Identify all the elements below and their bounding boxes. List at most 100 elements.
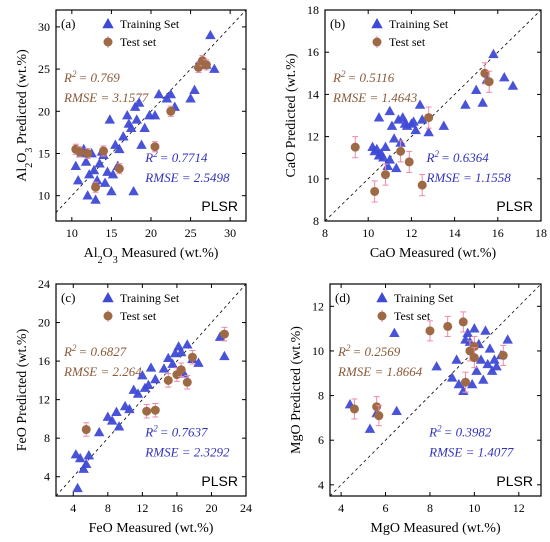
training-point <box>102 166 113 176</box>
training-point <box>507 80 519 90</box>
y-tick-label: 4 <box>318 478 324 492</box>
test-rmse-text: RMSE = 3.1577 <box>63 90 149 105</box>
test-point <box>443 321 453 331</box>
training-point <box>185 93 196 103</box>
test-point <box>350 142 360 152</box>
test-rmse-text: RMSE = 2.264 <box>63 364 142 379</box>
test-point <box>484 77 494 87</box>
training-point <box>131 114 142 124</box>
training-point <box>416 114 428 124</box>
training-point <box>176 346 187 357</box>
y-axis-title-text: MgO Predicted (wt.%) <box>289 326 304 454</box>
train-rmse-text: RMSE = 1.1558 <box>426 170 512 185</box>
x-axis-title: Al2O3 Measured (wt.%) <box>84 246 219 266</box>
training-point <box>482 358 493 369</box>
training-point <box>488 48 499 59</box>
x-tick-label: 30 <box>224 226 236 240</box>
x-tick-label: 10 <box>362 226 374 240</box>
test-point <box>469 353 479 363</box>
training-point <box>114 143 125 154</box>
training-point <box>414 99 426 109</box>
training-point <box>139 122 150 133</box>
test-point <box>163 375 173 385</box>
plot-frame <box>55 283 247 497</box>
train-rmse-text: RMSE = 2.5498 <box>144 170 230 185</box>
y-axis-title-text: Al <box>15 168 30 182</box>
method-label: PLSR <box>201 198 238 214</box>
x-tick-label: 15 <box>105 226 117 240</box>
y-tick-label: 8 <box>313 214 319 228</box>
y-axis-title-text2: O <box>15 153 30 163</box>
y-tick-label: 15 <box>38 146 50 160</box>
y-axis-title-sub2: 3 <box>24 148 35 153</box>
test-point <box>166 106 176 116</box>
training-point <box>371 143 383 154</box>
legend-test-label: Test set <box>120 35 157 49</box>
panel-label: (d) <box>335 290 350 305</box>
test-point <box>176 365 186 375</box>
test-point <box>404 157 414 167</box>
r-squared-symbol: R <box>428 425 437 440</box>
x-axis-title-sub2: 3 <box>113 255 118 266</box>
training-point <box>167 358 178 368</box>
x-axis-title-text2: O <box>103 246 113 261</box>
r-squared-symbol: R <box>63 70 72 85</box>
test-r2-value: = 0.2569 <box>352 344 400 359</box>
x-tick-label: 14 <box>449 226 461 240</box>
training-point <box>480 325 491 335</box>
train-rmse-text: RMSE = 1.4077 <box>428 445 514 460</box>
train-r2-value: = 0.3982 <box>444 425 492 440</box>
test-point <box>99 146 108 156</box>
y-tick-label: 12 <box>307 130 319 144</box>
test-point <box>374 411 384 421</box>
training-point <box>193 357 204 367</box>
training-point <box>182 339 193 349</box>
x-tick-label: 8 <box>427 501 433 515</box>
test-point <box>75 147 85 157</box>
training-point <box>163 352 174 363</box>
test-point <box>458 317 468 327</box>
test-r2-value: = 0.5116 <box>347 70 394 85</box>
training-point <box>153 88 165 99</box>
y-axis-title: MgO Predicted (wt.%) <box>289 326 304 454</box>
train-rmse-text: RMSE = 2.3292 <box>144 445 230 460</box>
training-point <box>391 162 402 173</box>
test-point <box>498 350 508 360</box>
training-point <box>373 112 385 122</box>
x-axis-title-text: CaO Measured (wt.%) <box>370 246 497 261</box>
test-rmse-text: RMSE = 1.8664 <box>337 364 423 379</box>
legend-test-marker <box>377 311 387 321</box>
r-squared-symbol: R <box>426 150 435 165</box>
r-squared-symbol: R <box>337 344 346 359</box>
training-point <box>137 370 148 380</box>
x-tick-label: 8 <box>322 226 328 240</box>
training-point <box>113 421 125 431</box>
training-point <box>136 139 147 149</box>
test-point <box>417 180 427 190</box>
x-tick-label: 10 <box>66 226 78 240</box>
training-point <box>149 110 161 120</box>
training-point <box>391 405 402 416</box>
train-r2-value: = 0.6364 <box>441 150 489 165</box>
test-point <box>370 186 380 196</box>
x-tick-label: 12 <box>405 226 417 240</box>
training-point <box>470 84 482 95</box>
y-tick-label: 20 <box>38 104 50 118</box>
y-tick-label: 24 <box>38 277 50 291</box>
training-point <box>484 343 496 353</box>
x-tick-label: 4 <box>70 501 76 515</box>
training-point <box>499 72 510 82</box>
y-axis-title: FeO Predicted (wt.%) <box>15 328 30 451</box>
test-point <box>460 377 470 387</box>
x-tick-label: 20 <box>145 226 157 240</box>
y-tick-label: 10 <box>312 344 324 358</box>
r-squared-exponent: 2 <box>437 424 442 434</box>
training-point <box>209 63 220 73</box>
r-squared-exponent: 2 <box>153 149 158 159</box>
training-point <box>489 354 500 364</box>
x-tick-label: 18 <box>535 226 547 240</box>
test-point <box>81 425 91 435</box>
training-point <box>70 160 82 170</box>
